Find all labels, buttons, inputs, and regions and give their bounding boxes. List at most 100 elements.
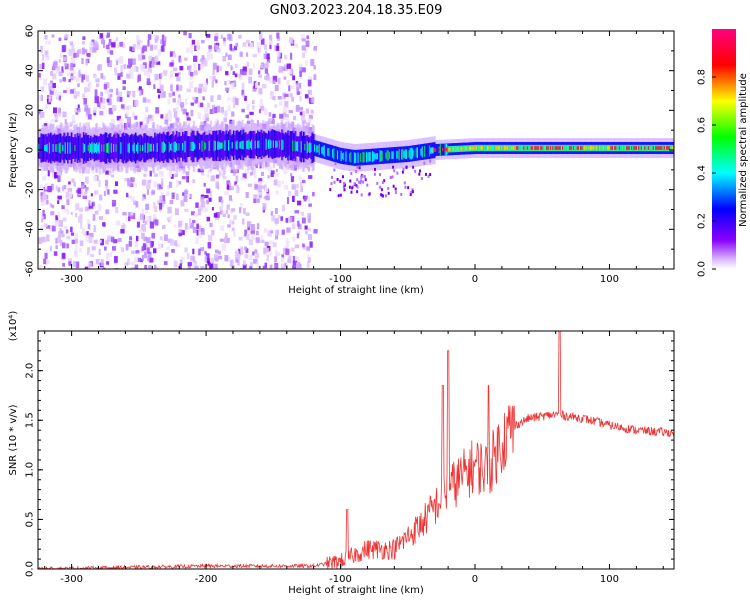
spectrogram-noise-cell <box>263 247 267 255</box>
spectrogram-noise-cell <box>256 223 260 230</box>
spectrogram-noise-cell <box>240 177 245 181</box>
spectrogram-noise-cell <box>178 220 182 228</box>
spectrogram-noise-cell <box>141 246 145 251</box>
spectrogram-band-inner <box>528 144 531 152</box>
spectrogram-noise-cell <box>203 60 208 67</box>
spectrogram-noise-cell <box>220 106 225 113</box>
spectrogram-noise-cell <box>126 116 132 124</box>
spectrogram-band-core <box>382 147 386 164</box>
spectrogram-plot-area <box>38 31 674 269</box>
spectrogram-noise-cell <box>348 185 351 189</box>
spectrogram-noise-cell <box>159 184 163 190</box>
spectrogram-noise-cell <box>233 231 236 237</box>
spectrogram-noise-cell <box>274 84 279 92</box>
spectrogram-noise-cell <box>295 184 299 189</box>
spectrogram-band-peak <box>431 148 434 153</box>
spectrogram-noise-cell <box>260 64 263 69</box>
spectrogram-noise-cell <box>244 253 249 259</box>
spectrogram-noise-cell <box>256 261 260 269</box>
spectrogram-noise-cell <box>215 118 218 125</box>
spectrogram-band-inner <box>529 144 532 152</box>
spectrogram-noise-cell <box>235 98 239 106</box>
spectrogram-noise-cell <box>233 45 238 51</box>
spectrogram-band-peak <box>640 146 643 150</box>
spectrogram-noise-cell <box>246 61 249 68</box>
spectrogram-band-inner <box>248 139 251 150</box>
spectrogram-noise-cell <box>206 258 210 264</box>
spectrogram-noise-cell <box>52 225 56 232</box>
spectrogram-noise-cell <box>94 96 99 104</box>
spectrogram-noise-cell <box>168 115 172 122</box>
spectrogram-noise-cell <box>212 164 215 170</box>
spectrogram-noise-cell <box>269 250 272 256</box>
spectrogram-noise-cell <box>296 86 300 92</box>
spectrogram-noise-cell <box>58 112 62 117</box>
spectrogram-noise-cell <box>281 254 285 259</box>
spectrogram-noise-cell <box>295 104 300 112</box>
spectrogram-noise-cell <box>189 222 194 229</box>
spectrogram-noise-cell <box>182 192 185 196</box>
spectrogram-noise-cell <box>57 195 62 200</box>
spectrogram-noise-cell <box>290 215 295 222</box>
spectrogram-noise-cell <box>146 185 151 190</box>
spectrogram-band-core <box>129 134 133 162</box>
spectrogram-band-inner <box>182 142 185 151</box>
spectrogram-noise-cell <box>82 47 85 55</box>
spectrogram-noise-cell <box>392 184 395 188</box>
colorbar-tick-label: 0.2 <box>697 213 708 229</box>
spectrogram-noise-cell <box>219 210 223 215</box>
y-tick-label: 60 <box>25 25 36 38</box>
spectrogram-band-peak <box>656 146 659 150</box>
spectrogram-band-inner <box>323 145 326 157</box>
spectrogram-band-inner <box>646 144 649 152</box>
spectrogram-noise-cell <box>198 206 203 212</box>
spectrogram-noise-cell <box>155 107 160 114</box>
spectrogram-noise-cell <box>210 175 215 182</box>
spectrogram-noise-cell <box>132 177 135 182</box>
spectrogram-band-inner <box>227 140 231 151</box>
spectrogram-noise-cell <box>359 181 362 185</box>
spectrogram-band-inner <box>142 144 145 151</box>
spectrogram-band-peak <box>660 146 663 150</box>
spectrogram-noise-cell <box>73 88 76 95</box>
spectrogram-noise-cell <box>290 52 293 60</box>
spectrogram-noise-cell <box>299 67 302 74</box>
spectrogram-band-inner <box>220 142 223 149</box>
spectrogram-band-inner <box>650 144 653 152</box>
spectrogram-noise-cell <box>191 96 196 101</box>
spectrogram-band-core <box>284 132 288 159</box>
spectrogram-noise-cell <box>89 201 92 206</box>
spectrogram-noise-cell <box>178 55 181 63</box>
spectrogram-band-inner <box>340 150 343 162</box>
spectrogram-band-inner <box>296 141 300 152</box>
spectrogram-noise-cell <box>227 224 231 228</box>
spectrogram-noise-cell <box>242 42 247 47</box>
spectrogram-band-inner <box>403 150 406 158</box>
spectrogram-band-inner <box>662 144 665 152</box>
spectrogram-noise-cell <box>246 233 250 240</box>
spectrogram-noise-cell <box>75 261 80 269</box>
spectrogram-noise-cell <box>177 97 180 102</box>
spectrogram-noise-cell <box>270 91 274 95</box>
colorbar-strip <box>712 29 736 269</box>
spectrogram-noise-cell <box>358 180 361 184</box>
spectrogram-noise-cell <box>281 180 284 185</box>
spectrogram-noise-cell <box>146 243 151 251</box>
spectrogram-band-inner <box>398 148 401 161</box>
spectrogram-band-core <box>326 143 329 160</box>
spectrogram-noise-cell <box>299 111 303 116</box>
spectrogram-noise-cell <box>380 188 383 192</box>
spectrogram-noise-cell <box>299 263 302 268</box>
spectrogram-noise-cell <box>44 103 48 110</box>
spectrogram-noise-cell <box>248 76 253 84</box>
spectrogram-band-inner <box>205 142 208 150</box>
spectrogram-band-core <box>188 136 191 158</box>
spectrogram-noise-cell <box>117 76 120 80</box>
spectrogram-noise-cell <box>77 48 82 54</box>
spectrogram-band-inner <box>310 143 313 153</box>
spectrogram-noise-cell <box>140 64 146 72</box>
spectrogram-noise-cell <box>284 54 288 60</box>
spectrogram-noise-cell <box>235 256 239 263</box>
spectrogram-band-inner <box>265 138 268 150</box>
spectrogram-band-inner <box>643 144 646 152</box>
